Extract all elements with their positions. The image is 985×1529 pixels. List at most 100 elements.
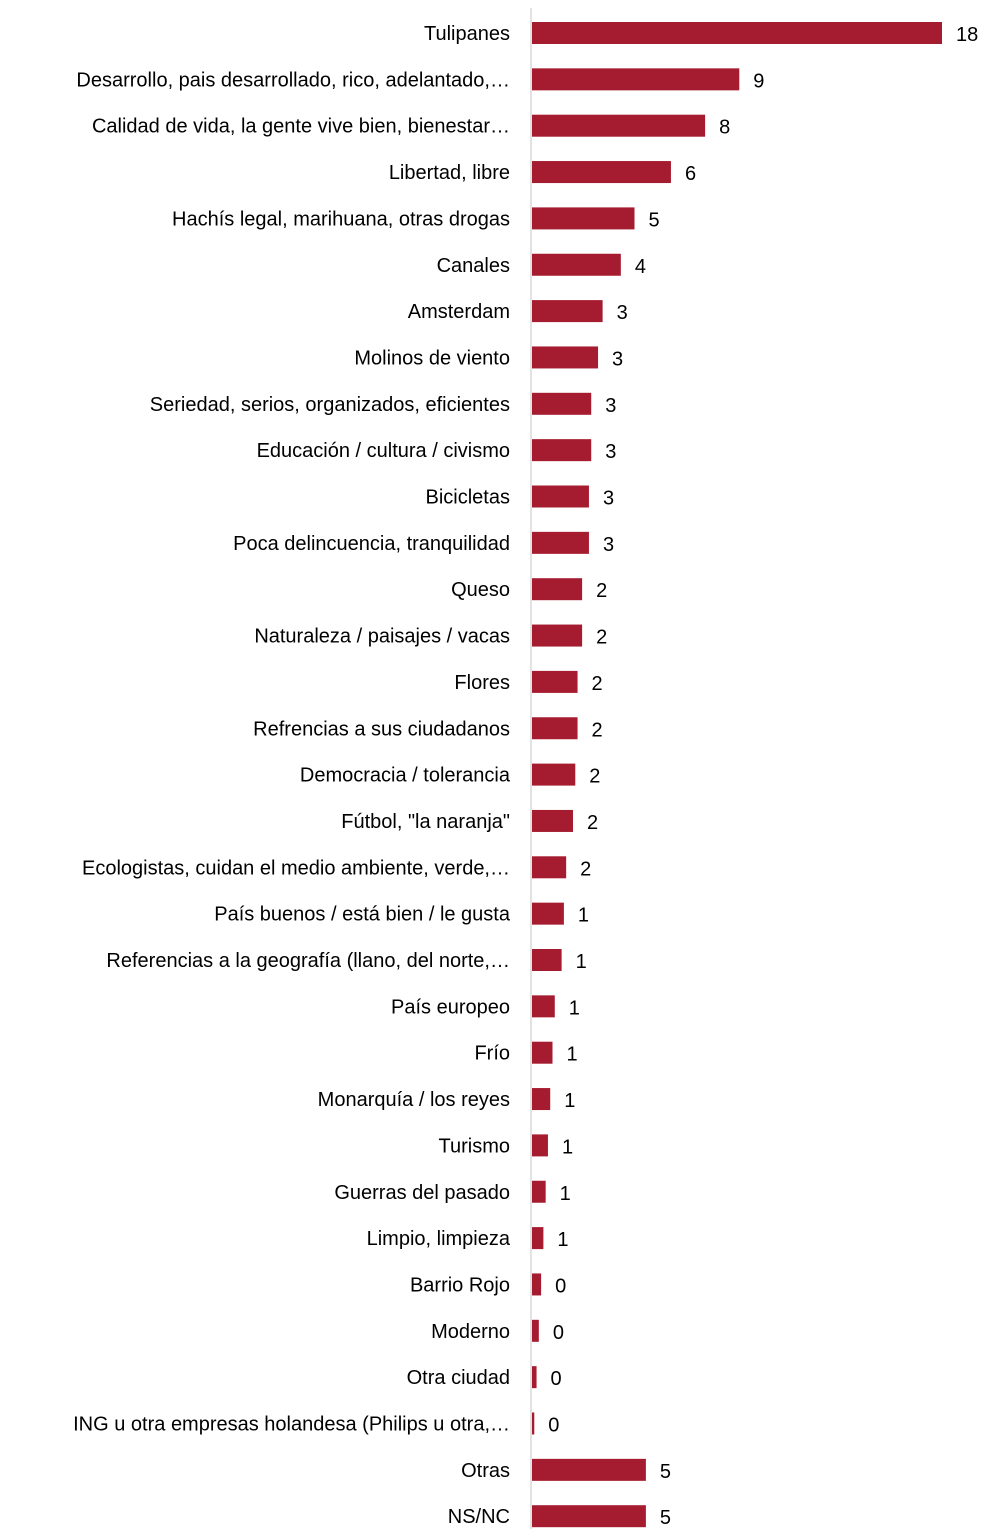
category-label: País buenos / está bien / le gusta: [214, 904, 511, 926]
category-label: NS/NC: [448, 1506, 510, 1528]
bar: [532, 1273, 542, 1296]
category-label: ING u otra empresas holandesa (Philips u…: [73, 1414, 510, 1436]
category-label: Libertad, libre: [389, 162, 510, 184]
value-label: 3: [617, 302, 628, 324]
category-label: Amsterdam: [408, 301, 510, 323]
value-label: 2: [589, 766, 600, 788]
category-label: Naturaleza / paisajes / vacas: [254, 626, 510, 648]
bar: [532, 346, 599, 369]
value-label: 3: [612, 348, 623, 370]
bar: [532, 253, 621, 276]
bar: [532, 161, 671, 184]
value-label: 1: [578, 905, 589, 927]
value-label: 6: [685, 163, 696, 185]
value-label: 1: [557, 1229, 568, 1251]
bar: [532, 1180, 546, 1203]
bar: [532, 809, 573, 832]
value-label: 1: [562, 1136, 573, 1158]
bar: [532, 1041, 553, 1064]
category-label: Ecologistas, cuidan el medio ambiente, v…: [82, 857, 510, 879]
value-labels-group: 18 9 8 6 5 4 3 3 3 3 3 3 2 2 2 2 2 2 2 1 1 1 1 1 1 1 1 0 0 0 0 5 5: [548, 24, 978, 1529]
value-label: 1: [560, 1183, 571, 1205]
value-label: 3: [603, 488, 614, 510]
bar: [532, 531, 589, 554]
category-label: Monarquía / los reyes: [318, 1089, 510, 1111]
bar: [532, 763, 576, 786]
category-label: Queso: [451, 579, 510, 601]
bar: [532, 1088, 551, 1111]
value-label: 4: [635, 256, 646, 278]
bar: [532, 68, 740, 91]
category-label: Poca delincuencia, tranquilidad: [233, 533, 510, 555]
value-label: 5: [649, 209, 660, 231]
category-label: Frío: [474, 1043, 510, 1065]
category-label: Referencias a la geografía (llano, del n…: [106, 950, 510, 972]
category-label: Educación / cultura / civismo: [257, 440, 510, 462]
value-label: 1: [567, 1044, 578, 1066]
bar: [532, 578, 583, 601]
category-label: Limpio, limpieza: [367, 1228, 511, 1250]
value-label: 2: [580, 858, 591, 880]
bars-group: [532, 22, 942, 1528]
value-label: 2: [596, 580, 607, 602]
category-label: Moderno: [431, 1321, 510, 1343]
value-label: 0: [555, 1275, 566, 1297]
category-label: Calidad de vida, la gente vive bien, bie…: [92, 116, 510, 138]
category-label: Turismo: [439, 1135, 510, 1157]
category-label: Fútbol, "la naranja": [341, 811, 510, 833]
category-labels-group: Tulipanes Desarrollo, pais desarrollado, …: [73, 23, 511, 1528]
value-label: 2: [592, 673, 603, 695]
value-label: 2: [587, 812, 598, 834]
value-label: 3: [605, 441, 616, 463]
category-label: Canales: [437, 255, 510, 277]
value-label: 0: [548, 1415, 559, 1437]
bar: [532, 392, 592, 415]
bar: [532, 1134, 548, 1157]
category-label: Molinos de viento: [354, 347, 510, 369]
bar: [532, 1319, 539, 1342]
category-label: Tulipanes: [424, 23, 510, 45]
bar: [532, 902, 564, 925]
category-label: Barrio Rojo: [410, 1274, 510, 1296]
value-label: 1: [569, 997, 580, 1019]
bar: [532, 717, 578, 740]
category-label: Bicicletas: [426, 487, 510, 509]
bar: [532, 995, 555, 1018]
bar: [532, 1227, 544, 1250]
category-label: País europeo: [391, 996, 510, 1018]
bar: [532, 1412, 535, 1435]
category-label: Otra ciudad: [407, 1367, 510, 1389]
value-label: 0: [553, 1322, 564, 1344]
bar: [532, 22, 942, 44]
bar: [532, 949, 562, 971]
bar: [532, 624, 583, 647]
bar: [532, 207, 635, 230]
category-label: Flores: [454, 672, 510, 694]
bar: [532, 670, 578, 693]
value-label: 1: [564, 1090, 575, 1112]
value-label: 2: [592, 719, 603, 741]
category-label: Refrencias a sus ciudadanos: [253, 718, 510, 740]
value-label: 9: [753, 70, 764, 92]
bar: [532, 1505, 646, 1528]
value-label: 3: [605, 395, 616, 417]
value-label: 3: [603, 534, 614, 556]
value-label: 0: [551, 1368, 562, 1390]
bar: [532, 114, 706, 137]
category-label: Guerras del pasado: [334, 1182, 510, 1204]
value-label: 2: [596, 627, 607, 649]
bar: [532, 1458, 646, 1481]
value-label: 5: [660, 1507, 671, 1529]
category-label: Hachís legal, marihuana, otras drogas: [172, 208, 510, 230]
value-label: 1: [576, 951, 587, 973]
bar: [532, 856, 567, 879]
category-label: Otras: [461, 1460, 510, 1482]
category-label: Seriedad, serios, organizados, eficiente…: [150, 394, 510, 416]
bar: [532, 439, 592, 462]
bar: [532, 1366, 537, 1389]
category-label: Desarrollo, pais desarrollado, rico, ade…: [76, 69, 510, 91]
bar: [532, 485, 589, 508]
value-label: 5: [660, 1461, 671, 1483]
category-label: Democracia / tolerancia: [300, 765, 511, 787]
